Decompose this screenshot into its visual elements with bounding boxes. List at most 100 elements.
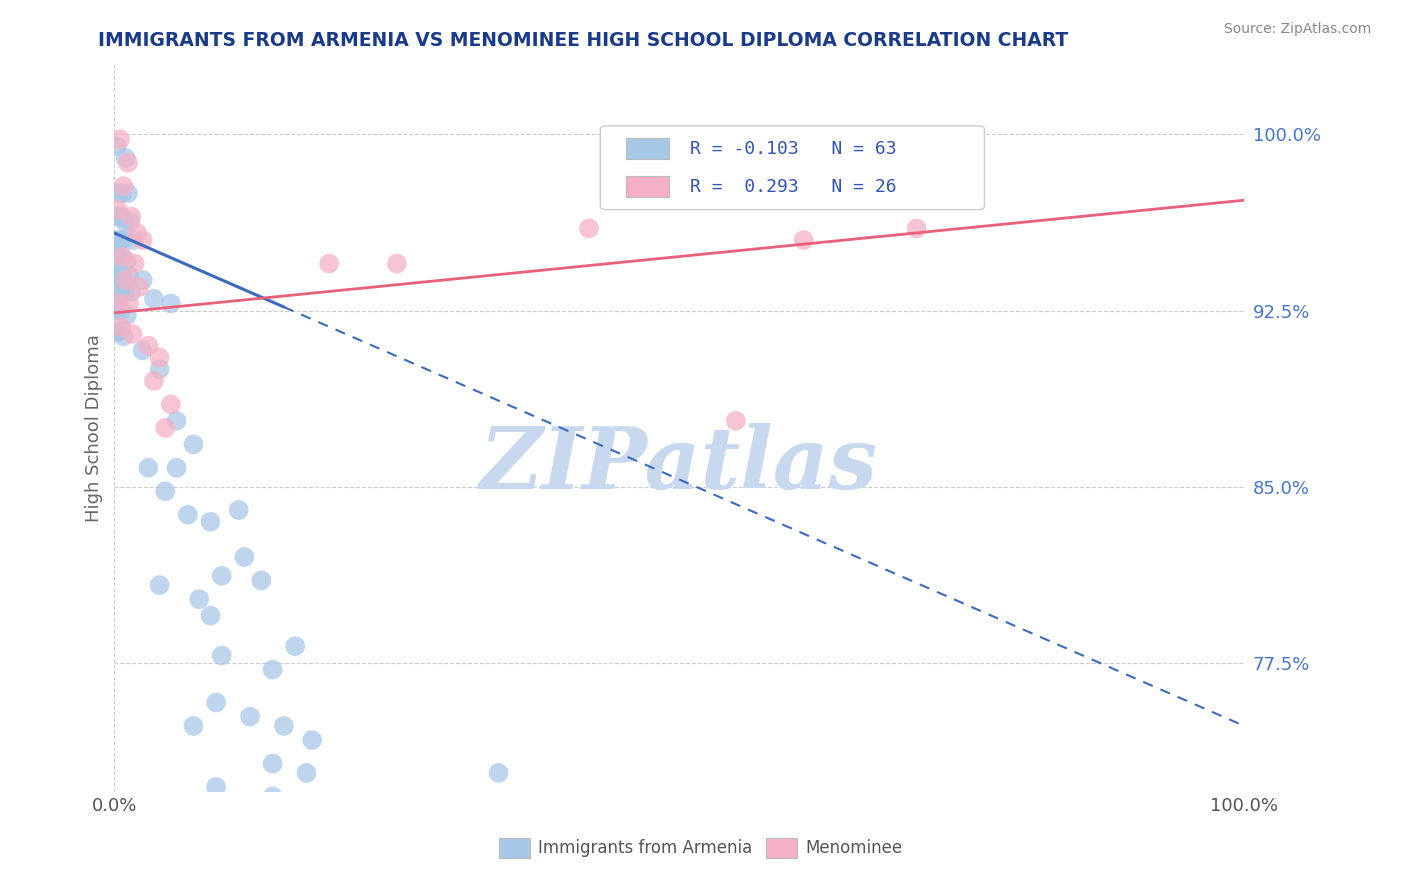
Point: [724, 414, 747, 428]
Point: [110, 303, 132, 318]
Point: [149, 578, 172, 592]
Point: [262, 789, 284, 804]
Point: [108, 285, 131, 299]
Point: [205, 696, 228, 710]
Point: [262, 663, 284, 677]
FancyBboxPatch shape: [766, 838, 797, 858]
Point: [107, 250, 129, 264]
Point: [104, 268, 127, 283]
Point: [111, 268, 134, 283]
Point: [118, 296, 141, 310]
Point: [108, 296, 131, 310]
Point: [578, 221, 600, 235]
Point: [136, 339, 159, 353]
Text: Menominee: Menominee: [806, 839, 903, 857]
Point: [124, 256, 146, 270]
Point: [108, 268, 131, 283]
Point: [108, 233, 131, 247]
Point: [211, 568, 233, 582]
Point: [233, 549, 256, 564]
Point: [284, 639, 307, 653]
Point: [110, 320, 132, 334]
Point: [125, 226, 148, 240]
Point: [108, 325, 131, 339]
Point: [183, 437, 205, 451]
Text: ZIPatlas: ZIPatlas: [481, 423, 879, 506]
Point: [200, 608, 222, 623]
Point: [228, 503, 250, 517]
Point: [114, 285, 136, 299]
Point: [131, 343, 153, 358]
Point: [905, 221, 928, 235]
Text: R =  0.293   N = 26: R = 0.293 N = 26: [689, 178, 896, 196]
FancyBboxPatch shape: [499, 838, 530, 858]
Point: [177, 508, 200, 522]
Point: [166, 460, 188, 475]
Point: [131, 273, 153, 287]
Point: [115, 254, 138, 268]
Point: [105, 285, 128, 299]
Point: [107, 210, 129, 224]
Point: [110, 210, 132, 224]
Point: [155, 484, 177, 499]
Point: [111, 186, 134, 201]
Point: [108, 186, 131, 201]
FancyBboxPatch shape: [626, 177, 669, 197]
Point: [131, 233, 153, 247]
Point: [112, 329, 135, 343]
Y-axis label: High School Diploma: High School Diploma: [86, 334, 103, 522]
Point: [273, 719, 295, 733]
Point: [121, 233, 143, 247]
Point: [143, 374, 166, 388]
Point: [200, 515, 222, 529]
Point: [488, 766, 510, 780]
Point: [104, 325, 127, 339]
Point: [149, 362, 172, 376]
Point: [295, 766, 318, 780]
Point: [301, 808, 323, 822]
Point: [120, 285, 142, 299]
Point: [105, 139, 128, 153]
Point: [385, 256, 408, 270]
Point: [107, 202, 129, 217]
Point: [155, 421, 177, 435]
Point: [160, 397, 183, 411]
Point: [105, 233, 128, 247]
Point: [318, 256, 340, 270]
Point: [115, 308, 138, 322]
Point: [205, 780, 228, 794]
Text: IMMIGRANTS FROM ARMENIA VS MENOMINEE HIGH SCHOOL DIPLOMA CORRELATION CHART: IMMIGRANTS FROM ARMENIA VS MENOMINEE HIG…: [98, 31, 1069, 50]
Point: [112, 233, 135, 247]
Text: Source: ZipAtlas.com: Source: ZipAtlas.com: [1223, 22, 1371, 37]
Point: [301, 733, 323, 747]
Point: [111, 250, 134, 264]
Text: Immigrants from Armenia: Immigrants from Armenia: [538, 839, 752, 857]
Point: [114, 151, 136, 165]
Point: [107, 303, 129, 318]
Point: [211, 648, 233, 663]
Point: [136, 460, 159, 475]
Point: [114, 214, 136, 228]
Point: [239, 709, 262, 723]
Point: [120, 214, 142, 228]
Point: [188, 592, 211, 607]
Point: [108, 132, 131, 146]
Point: [149, 351, 172, 365]
FancyBboxPatch shape: [600, 126, 984, 210]
Point: [160, 296, 183, 310]
Point: [183, 719, 205, 733]
Point: [793, 233, 815, 247]
Point: [117, 186, 139, 201]
Point: [128, 280, 150, 294]
Text: R = -0.103   N = 63: R = -0.103 N = 63: [689, 140, 896, 158]
Point: [117, 155, 139, 169]
Point: [262, 756, 284, 771]
FancyBboxPatch shape: [626, 138, 669, 159]
Point: [250, 574, 273, 588]
Point: [121, 326, 143, 341]
Point: [118, 268, 141, 283]
Point: [166, 414, 188, 428]
Point: [114, 273, 136, 287]
Point: [143, 292, 166, 306]
Point: [110, 250, 132, 264]
